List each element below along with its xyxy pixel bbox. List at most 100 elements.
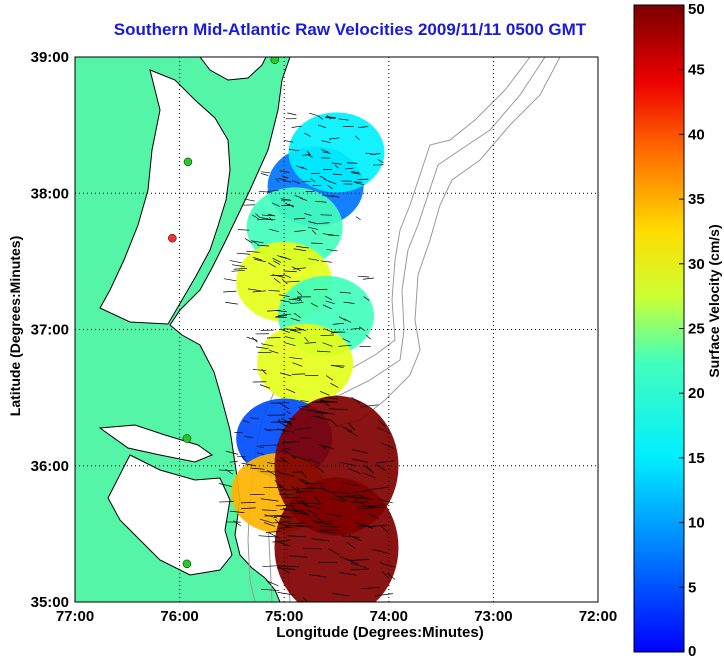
velocity-arrow <box>241 462 256 466</box>
colorbar-tick-label: 35 <box>688 191 705 208</box>
velocity-arrow <box>236 252 251 255</box>
velocity-arrow <box>371 548 388 554</box>
velocity-arrow <box>320 334 334 337</box>
velocity-arrow <box>342 338 351 343</box>
velocity-arrow <box>365 334 372 340</box>
velocity-arrow <box>243 420 250 423</box>
y-tick-label: 39:00 <box>31 49 69 66</box>
velocity-arrow <box>292 362 303 367</box>
velocity-arrow <box>300 478 311 485</box>
velocity-arrow <box>266 462 275 465</box>
velocity-arrow <box>332 173 342 176</box>
velocity-arrow <box>262 565 281 567</box>
velocity-arrow <box>310 178 316 182</box>
velocity-arrow <box>250 417 259 420</box>
velocity-arrow <box>286 280 300 283</box>
velocity-arrow <box>350 559 369 561</box>
velocity-arrow <box>275 470 282 474</box>
velocity-arrow <box>311 538 330 542</box>
velocity-arrow <box>363 464 373 472</box>
velocity-arrow <box>301 166 308 170</box>
velocity-arrow <box>276 460 285 463</box>
velocity-arrow <box>289 555 308 558</box>
velocity-arrow <box>259 384 271 389</box>
velocity-patch-1 <box>288 112 385 193</box>
velocity-arrow <box>229 260 242 264</box>
x-tick-label: 74:00 <box>370 608 408 625</box>
velocity-arrow <box>293 312 301 319</box>
velocity-arrow <box>229 460 238 463</box>
velocity-arrow <box>225 450 239 455</box>
velocity-arrow <box>251 337 258 343</box>
velocity-arrow <box>297 291 303 296</box>
velocity-arrow <box>325 300 335 305</box>
velocity-arrow <box>297 478 309 486</box>
velocity-arrow <box>276 540 291 547</box>
velocity-arrow <box>260 173 269 176</box>
velocity-arrow <box>283 328 295 330</box>
velocity-arrow <box>350 563 367 568</box>
velocity-patch-9 <box>274 477 399 602</box>
station-markers <box>168 57 280 569</box>
velocity-arrow <box>375 593 393 597</box>
velocity-arrow <box>284 496 303 499</box>
delaware-bay <box>199 57 267 81</box>
velocity-arrow <box>352 490 371 493</box>
velocity-arrow <box>252 256 263 261</box>
velocity-arrow <box>282 508 299 513</box>
velocity-arrow <box>343 318 352 323</box>
velocity-arrow <box>296 296 303 302</box>
velocity-arrow <box>290 329 304 331</box>
velocity-arrow <box>331 364 344 369</box>
velocity-arrow <box>346 541 356 549</box>
velocity-arrow <box>324 402 330 407</box>
velocity-arrow <box>283 274 292 279</box>
velocity-arrow <box>323 178 332 183</box>
velocity-arrow <box>246 336 258 341</box>
velocity-arrow <box>275 178 280 183</box>
velocity-arrow <box>295 165 304 169</box>
velocity-arrow <box>261 171 270 174</box>
velocity-arrow <box>318 222 330 224</box>
velocity-arrow <box>377 419 386 427</box>
velocity-arrow <box>272 539 291 543</box>
velocity-arrow <box>354 135 360 140</box>
velocity-arrow <box>229 510 245 513</box>
velocity-arrow <box>348 422 355 431</box>
velocity-arrow <box>250 467 265 470</box>
velocity-arrow <box>327 234 340 237</box>
velocity-arrow <box>304 132 311 137</box>
velocity-arrow <box>283 448 292 450</box>
velocity-arrow <box>255 213 261 219</box>
velocity-arrow <box>287 422 293 427</box>
velocity-arrow <box>238 229 250 231</box>
velocity-arrow <box>380 525 389 533</box>
map-area <box>75 57 598 607</box>
velocity-arrow <box>317 520 336 523</box>
velocity-arrow <box>359 326 366 332</box>
velocity-arrow <box>300 509 310 517</box>
velocity-arrow <box>300 405 309 408</box>
velocity-arrow <box>244 238 253 244</box>
velocity-arrow <box>347 429 359 437</box>
velocity-arrow <box>334 494 348 501</box>
velocity-arrow <box>277 313 291 316</box>
velocity-arrow <box>263 522 276 527</box>
velocity-arrow <box>241 507 256 509</box>
velocity-arrow <box>285 410 291 415</box>
velocity-arrow <box>347 467 361 474</box>
velocity-arrow <box>268 290 280 292</box>
colorbar <box>633 4 685 653</box>
velocity-arrow <box>269 228 279 233</box>
velocity-arrow <box>280 565 300 568</box>
velocity-arrow <box>315 200 327 203</box>
velocity-arrow <box>279 372 292 377</box>
velocity-arrow <box>317 124 326 129</box>
velocity-arrow <box>300 470 308 479</box>
velocity-arrow <box>302 605 320 607</box>
velocity-arrow <box>261 368 267 375</box>
velocity-arrow <box>303 504 321 510</box>
velocity-arrow <box>277 177 286 181</box>
velocity-arrow <box>350 171 360 174</box>
